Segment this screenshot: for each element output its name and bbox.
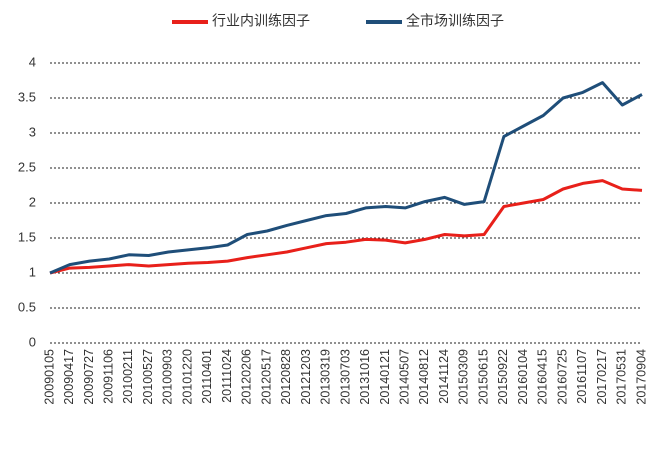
x-tick-label: 20120517	[259, 349, 273, 405]
x-tick-label: 20110401	[200, 349, 214, 404]
x-tick-label: 20140507	[397, 349, 411, 405]
y-tick-label: 1	[29, 264, 36, 279]
y-tick-label: 3.5	[18, 89, 36, 104]
x-tick-label: 20111024	[220, 349, 234, 403]
x-tick-label: 20160415	[536, 349, 550, 405]
x-tick-label: 20140812	[417, 349, 431, 405]
x-tick-label: 20130703	[338, 349, 352, 405]
x-tick-label: 20101220	[180, 349, 194, 405]
y-tick-label: 2	[29, 194, 36, 209]
series-line	[49, 179, 643, 275]
legend-label: 行业内训练因子	[212, 13, 310, 29]
x-tick-label: 20100211	[121, 349, 135, 404]
x-tick-label: 20091106	[101, 349, 115, 404]
x-tick-label: 20150309	[457, 349, 471, 405]
y-tick-label: 4	[29, 54, 36, 69]
x-tick-label: 20100903	[161, 349, 175, 405]
y-tick-label: 3	[29, 124, 36, 139]
x-tick-label: 20140121	[378, 349, 392, 405]
x-tick-label: 20160104	[516, 349, 530, 405]
x-tick-label: 20131016	[358, 349, 372, 405]
x-tick-label: 20121203	[299, 349, 313, 405]
y-tick-label: 2.5	[18, 159, 36, 174]
x-tick-label: 20120828	[279, 349, 293, 405]
x-tick-label: 20161107	[575, 349, 589, 404]
x-tick-label: 20150922	[496, 349, 510, 405]
x-tick-label: 20130319	[319, 349, 333, 405]
y-tick-label: 1.5	[18, 229, 36, 244]
x-tick-label: 20170904	[634, 349, 648, 405]
x-tick-label: 20141124	[437, 349, 451, 404]
x-tick-label: 20170531	[615, 349, 629, 405]
x-tick-label: 20120206	[240, 349, 254, 405]
y-tick-label: 0	[29, 334, 36, 349]
legend-label: 全市场训练因子	[406, 13, 504, 29]
x-tick-label: 20090105	[42, 349, 56, 405]
x-tick-label: 20150615	[476, 349, 490, 405]
y-tick-label: 0.5	[18, 299, 36, 314]
x-tick-label: 20160725	[555, 349, 569, 405]
x-tick-label: 20170217	[595, 349, 609, 405]
series-line	[49, 81, 643, 275]
x-tick-label: 20090417	[62, 349, 76, 405]
x-tick-label: 20100527	[141, 349, 155, 405]
x-tick-label: 20090727	[82, 349, 96, 405]
